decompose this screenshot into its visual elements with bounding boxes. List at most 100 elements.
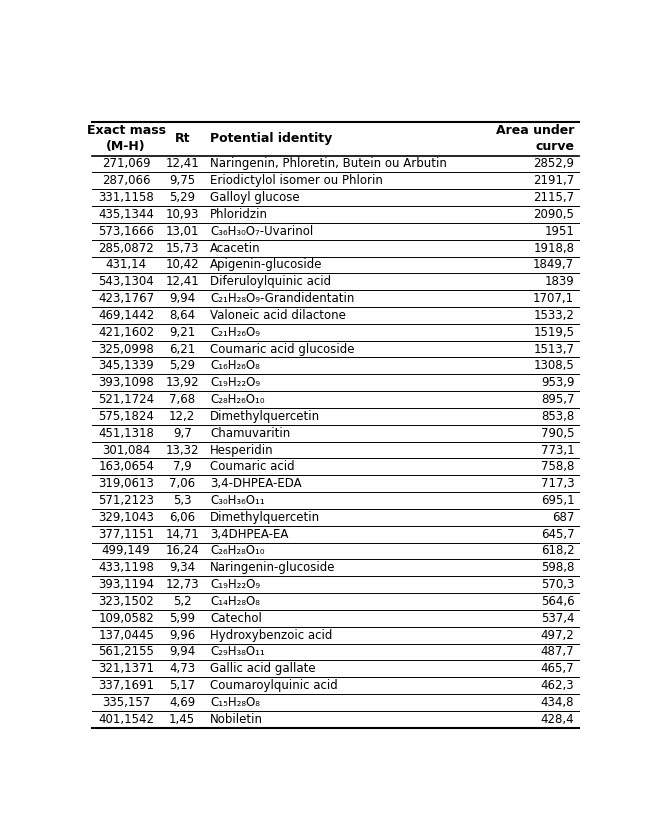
Text: 853,8: 853,8 [541, 410, 574, 423]
Text: Naringenin-glucoside: Naringenin-glucoside [210, 562, 336, 574]
Text: 717,3: 717,3 [540, 478, 574, 490]
Text: 285,0872: 285,0872 [98, 241, 154, 255]
Text: 163,0654: 163,0654 [98, 460, 154, 473]
Text: Exact mass
(M-H): Exact mass (M-H) [86, 125, 166, 153]
Text: Dimethylquercetin: Dimethylquercetin [210, 410, 320, 423]
Text: 487,7: 487,7 [540, 646, 574, 658]
Text: 16,24: 16,24 [165, 544, 199, 557]
Text: 451,1318: 451,1318 [98, 427, 154, 439]
Text: 321,1371: 321,1371 [98, 662, 154, 676]
Text: 12,2: 12,2 [169, 410, 195, 423]
Text: C₃₀H₃₆O₁₁: C₃₀H₃₆O₁₁ [210, 494, 265, 507]
Text: 8,64: 8,64 [169, 309, 195, 322]
Text: 1513,7: 1513,7 [533, 343, 574, 355]
Text: 3,4DHPEA-EA: 3,4DHPEA-EA [210, 527, 289, 541]
Text: Coumaric acid glucoside: Coumaric acid glucoside [210, 343, 355, 355]
Text: 423,1767: 423,1767 [98, 292, 154, 305]
Text: 2115,7: 2115,7 [533, 191, 574, 204]
Text: C₁₉H₂₂O₉: C₁₉H₂₂O₉ [210, 578, 260, 592]
Text: 12,73: 12,73 [165, 578, 199, 592]
Text: 564,6: 564,6 [540, 595, 574, 608]
Text: 433,1198: 433,1198 [98, 562, 154, 574]
Text: 5,29: 5,29 [169, 359, 195, 373]
Text: 561,2155: 561,2155 [98, 646, 154, 658]
Text: 13,92: 13,92 [165, 376, 199, 389]
Text: 287,066: 287,066 [102, 175, 151, 187]
Text: 645,7: 645,7 [540, 527, 574, 541]
Text: 687: 687 [552, 511, 574, 524]
Text: Coumaroylquinic acid: Coumaroylquinic acid [210, 679, 338, 692]
Text: Coumaric acid: Coumaric acid [210, 460, 295, 473]
Text: 7,06: 7,06 [169, 478, 195, 490]
Text: 9,94: 9,94 [169, 292, 195, 305]
Text: C₃₆H₃₀O₇-Uvarinol: C₃₆H₃₀O₇-Uvarinol [210, 225, 314, 238]
Text: C₁₉H₂₂O₉: C₁₉H₂₂O₉ [210, 376, 260, 389]
Text: 109,0582: 109,0582 [98, 612, 154, 625]
Text: 421,1602: 421,1602 [98, 326, 154, 339]
Text: 6,21: 6,21 [169, 343, 195, 355]
Text: Nobiletin: Nobiletin [210, 713, 263, 726]
Text: 3,4-DHPEA-EDA: 3,4-DHPEA-EDA [210, 478, 302, 490]
Text: 4,73: 4,73 [169, 662, 195, 676]
Text: 1308,5: 1308,5 [534, 359, 574, 373]
Text: 9,34: 9,34 [169, 562, 195, 574]
Text: 575,1824: 575,1824 [98, 410, 154, 423]
Text: 271,069: 271,069 [102, 157, 151, 171]
Text: 521,1724: 521,1724 [98, 393, 154, 406]
Text: 618,2: 618,2 [540, 544, 574, 557]
Text: 1951: 1951 [544, 225, 574, 238]
Text: 499,149: 499,149 [102, 544, 151, 557]
Text: 428,4: 428,4 [540, 713, 574, 726]
Text: 469,1442: 469,1442 [98, 309, 155, 322]
Text: 5,2: 5,2 [173, 595, 191, 608]
Text: 335,157: 335,157 [102, 696, 150, 709]
Text: C₂₁H₂₈O₉-Grandidentatin: C₂₁H₂₈O₉-Grandidentatin [210, 292, 354, 305]
Text: 1707,1: 1707,1 [533, 292, 574, 305]
Text: C₂₈H₂₆O₁₀: C₂₈H₂₆O₁₀ [210, 393, 265, 406]
Text: C₁₅H₂₈O₈: C₁₅H₂₈O₈ [210, 696, 260, 709]
Text: 9,96: 9,96 [169, 629, 195, 641]
Text: 573,1666: 573,1666 [98, 225, 154, 238]
Text: 5,29: 5,29 [169, 191, 195, 204]
Text: C₁₄H₂₈O₈: C₁₄H₂₈O₈ [210, 595, 260, 608]
Text: 5,99: 5,99 [169, 612, 195, 625]
Text: Eriodictylol isomer ou Phlorin: Eriodictylol isomer ou Phlorin [210, 175, 383, 187]
Text: 1,45: 1,45 [169, 713, 195, 726]
Text: 1533,2: 1533,2 [533, 309, 574, 322]
Text: 14,71: 14,71 [165, 527, 199, 541]
Text: Phloridzin: Phloridzin [210, 208, 268, 221]
Text: 331,1158: 331,1158 [98, 191, 154, 204]
Text: 393,1194: 393,1194 [98, 578, 154, 592]
Text: Chamuvaritin: Chamuvaritin [210, 427, 290, 439]
Text: 377,1151: 377,1151 [98, 527, 154, 541]
Text: 598,8: 598,8 [541, 562, 574, 574]
Text: Catechol: Catechol [210, 612, 262, 625]
Text: 431,14: 431,14 [105, 259, 147, 271]
Text: C₁₆H₂₆O₈: C₁₆H₂₆O₈ [210, 359, 260, 373]
Text: 9,21: 9,21 [169, 326, 195, 339]
Text: 319,0613: 319,0613 [98, 478, 154, 490]
Text: 2852,9: 2852,9 [533, 157, 574, 171]
Text: 325,0998: 325,0998 [98, 343, 154, 355]
Text: 12,41: 12,41 [165, 157, 199, 171]
Text: 5,3: 5,3 [173, 494, 191, 507]
Text: 570,3: 570,3 [541, 578, 574, 592]
Text: 15,73: 15,73 [166, 241, 199, 255]
Text: 758,8: 758,8 [541, 460, 574, 473]
Text: 10,42: 10,42 [165, 259, 199, 271]
Text: 301,084: 301,084 [102, 443, 150, 457]
Text: C₂₉H₃₈O₁₁: C₂₉H₃₈O₁₁ [210, 646, 265, 658]
Text: Diferuloylquinic acid: Diferuloylquinic acid [210, 275, 331, 288]
Text: Hesperidin: Hesperidin [210, 443, 274, 457]
Text: 895,7: 895,7 [541, 393, 574, 406]
Text: Apigenin-glucoside: Apigenin-glucoside [210, 259, 323, 271]
Text: 6,06: 6,06 [169, 511, 195, 524]
Text: Hydroxybenzoic acid: Hydroxybenzoic acid [210, 629, 333, 641]
Text: 465,7: 465,7 [540, 662, 574, 676]
Text: Area under
curve: Area under curve [496, 125, 574, 153]
Text: Acacetin: Acacetin [210, 241, 261, 255]
Text: 434,8: 434,8 [541, 696, 574, 709]
Text: 10,93: 10,93 [166, 208, 199, 221]
Text: 393,1098: 393,1098 [98, 376, 154, 389]
Text: 1519,5: 1519,5 [533, 326, 574, 339]
